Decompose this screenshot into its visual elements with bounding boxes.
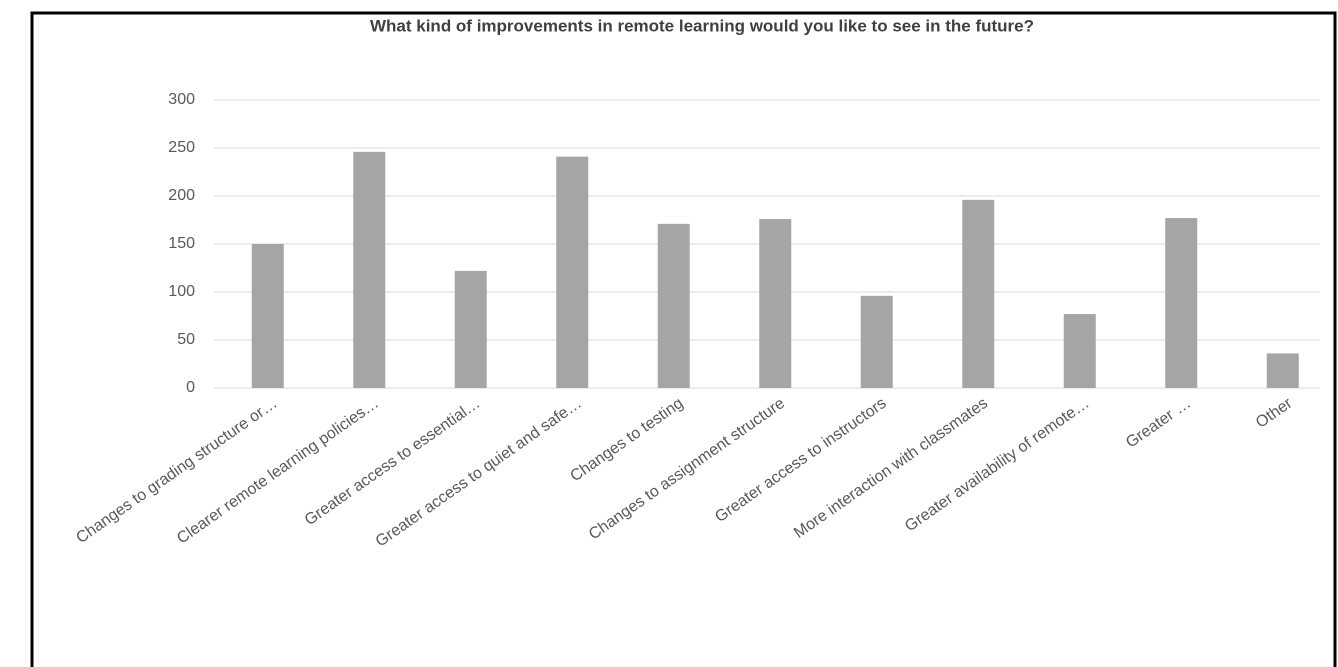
- bar: [1165, 218, 1198, 388]
- bar: [454, 270, 487, 388]
- y-tick-label: 0: [186, 379, 195, 396]
- frame: [30, 11, 1337, 667]
- bar: [860, 295, 893, 388]
- bar: [1266, 353, 1299, 388]
- y-tick-label: 150: [168, 235, 195, 252]
- bar: [1063, 314, 1096, 388]
- bar: [556, 156, 589, 388]
- bar: [759, 219, 792, 388]
- bar: [657, 223, 690, 388]
- chart-title: What kind of improvements in remote lear…: [370, 16, 1034, 35]
- y-tick-label: 50: [177, 331, 195, 348]
- bar: [251, 244, 284, 388]
- y-tick-label: 100: [168, 283, 195, 300]
- bar: [353, 151, 386, 388]
- y-tick-label: 300: [168, 91, 195, 108]
- y-tick-label: 200: [168, 187, 195, 204]
- y-tick-label: 250: [168, 139, 195, 156]
- bar: [962, 199, 995, 388]
